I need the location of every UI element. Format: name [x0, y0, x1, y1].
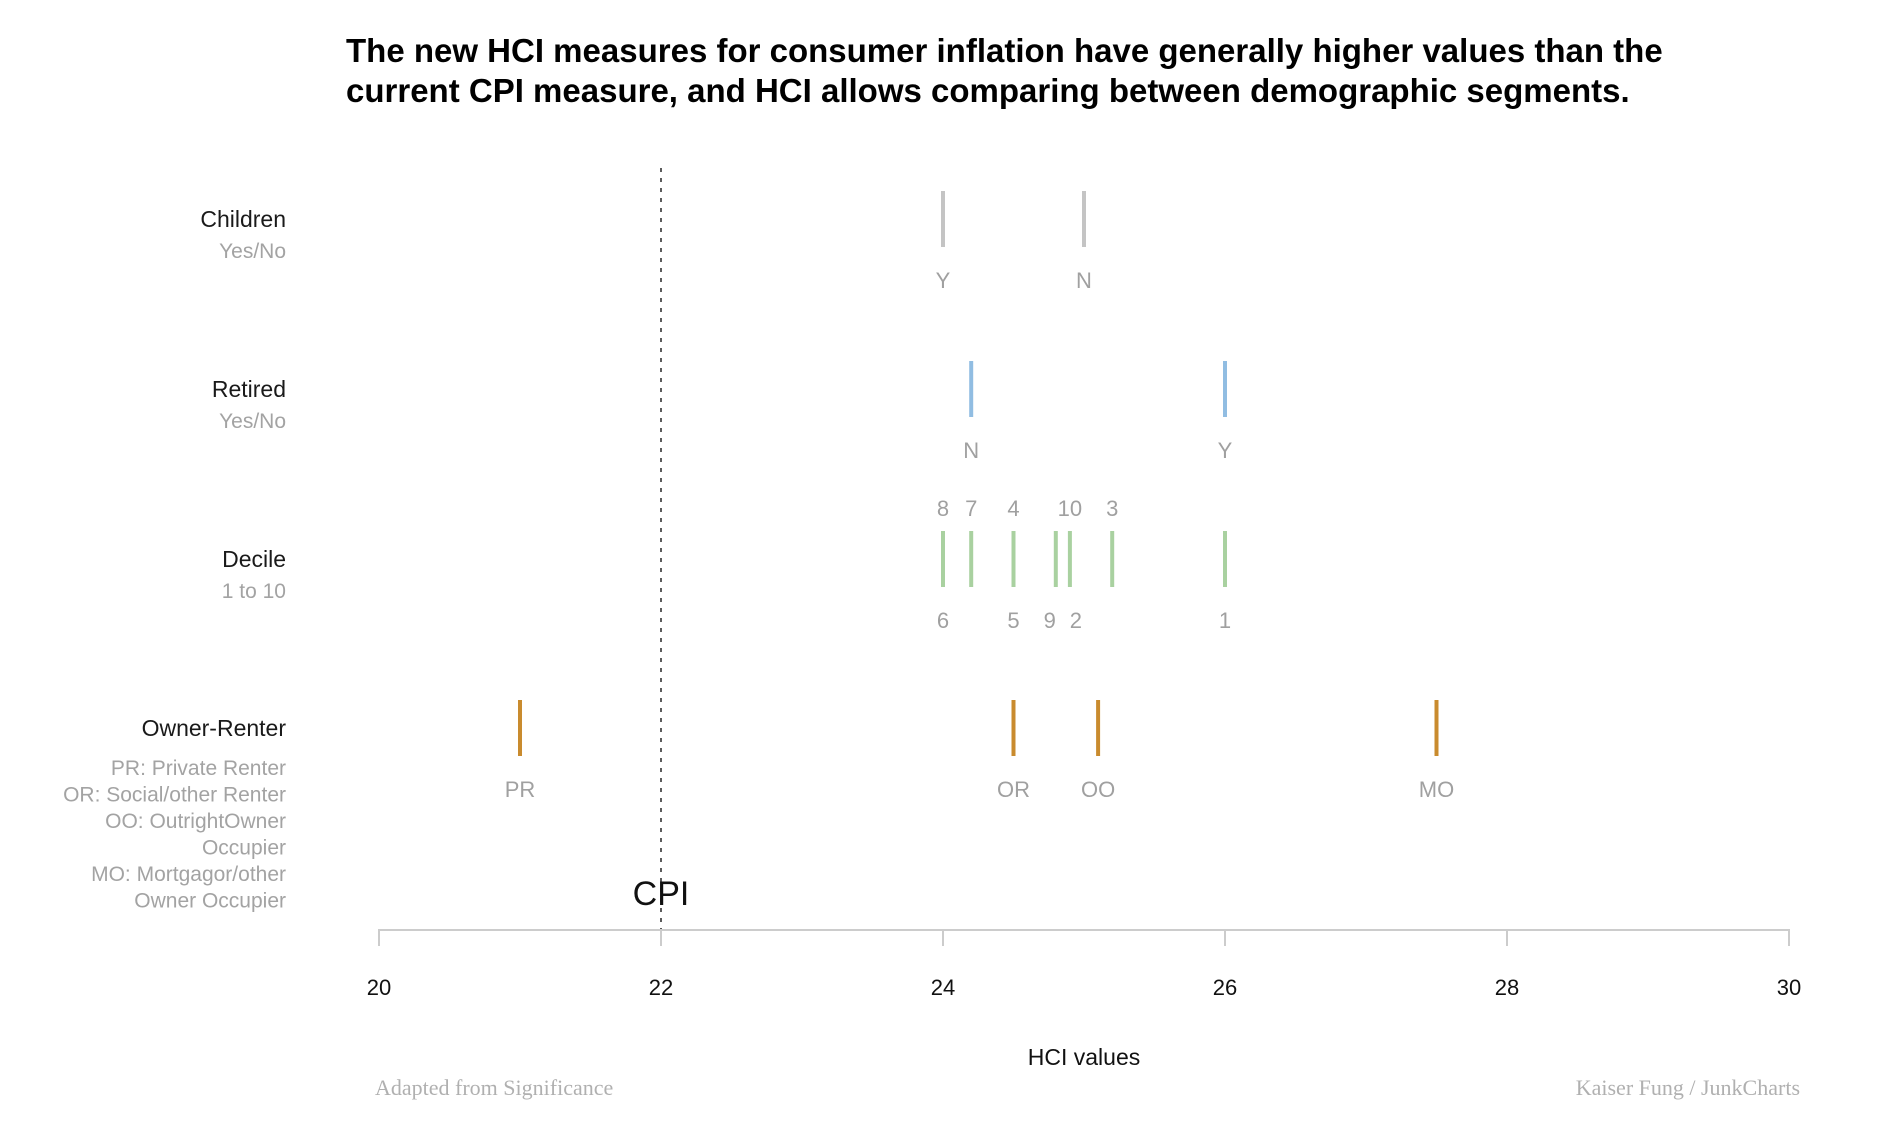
- group-name: Children: [200, 206, 286, 232]
- point-label-owner-renter-or: OR: [997, 777, 1030, 802]
- group-name: Owner-Renter: [142, 715, 287, 741]
- group-name: Retired: [212, 376, 286, 402]
- point-label-decile-10: 10: [1058, 496, 1082, 521]
- point-label-children-y: Y: [936, 268, 951, 293]
- point-label-children-n: N: [1076, 268, 1092, 293]
- group-name: Decile: [222, 546, 286, 572]
- group-owner-renter: Owner-Renter PR: Private Renter OR: Social…: [63, 700, 1454, 913]
- point-label-decile-2: 2: [1070, 608, 1082, 633]
- point-label-decile-9: 9: [1044, 608, 1056, 633]
- group-retired: Retired Yes/No N Y: [212, 361, 1233, 463]
- group-description: Yes/No: [219, 240, 286, 263]
- point-label-retired-y: Y: [1218, 438, 1233, 463]
- point-label-decile-7: 7: [965, 496, 977, 521]
- point-label-retired-n: N: [963, 438, 979, 463]
- point-label-decile-6: 6: [937, 608, 949, 633]
- point-label-decile-8: 8: [937, 496, 949, 521]
- point-label-decile-5: 5: [1007, 608, 1019, 633]
- cpi-label: CPI: [633, 875, 690, 913]
- point-label-owner-renter-mo: MO: [1419, 777, 1454, 802]
- group-layer: Children Yes/No Y N Retired Yes/No N Y Decile 1 t…: [63, 191, 1454, 913]
- group-description: Occupier: [202, 837, 286, 860]
- point-label-owner-renter-pr: PR: [505, 777, 536, 802]
- group-description: OR: Social/other Renter: [63, 784, 286, 807]
- point-label-owner-renter-oo: OO: [1081, 777, 1115, 802]
- x-tick-label: 30: [1777, 975, 1801, 1000]
- x-tick-label: 20: [367, 975, 391, 1000]
- x-tick-label: 26: [1213, 975, 1237, 1000]
- group-children: Children Yes/No Y N: [200, 191, 1092, 293]
- group-description: MO: Mortgagor/other: [91, 863, 286, 886]
- group-description: PR: Private Renter: [111, 757, 286, 780]
- group-description: OO: OutrightOwner: [105, 810, 286, 833]
- group-decile: Decile 1 to 10 8 7 4 10 3 6 5 9 2 1: [222, 496, 1231, 633]
- x-axis-title: HCI values: [1028, 1044, 1140, 1070]
- source-note: Adapted from Significance: [375, 1075, 613, 1100]
- group-description: Yes/No: [219, 410, 286, 433]
- cpi-reference-layer: CPI: [633, 168, 690, 943]
- point-label-decile-3: 3: [1106, 496, 1118, 521]
- point-label-decile-4: 4: [1007, 496, 1019, 521]
- x-axis: 20 22 24 26 28 30 HCI values: [367, 929, 1801, 1070]
- group-description: 1 to 10: [222, 580, 286, 603]
- chart-title-line-1: The new HCI measures for consumer inflat…: [346, 32, 1663, 69]
- credit-note: Kaiser Fung / JunkCharts: [1576, 1075, 1800, 1100]
- chart-title-line-2: current CPI measure, and HCI allows comp…: [346, 72, 1630, 109]
- x-tick-label: 22: [649, 975, 673, 1000]
- x-tick-label: 28: [1495, 975, 1519, 1000]
- x-tick-label: 24: [931, 975, 955, 1000]
- group-description: Owner Occupier: [134, 890, 286, 913]
- point-label-decile-1: 1: [1219, 608, 1231, 633]
